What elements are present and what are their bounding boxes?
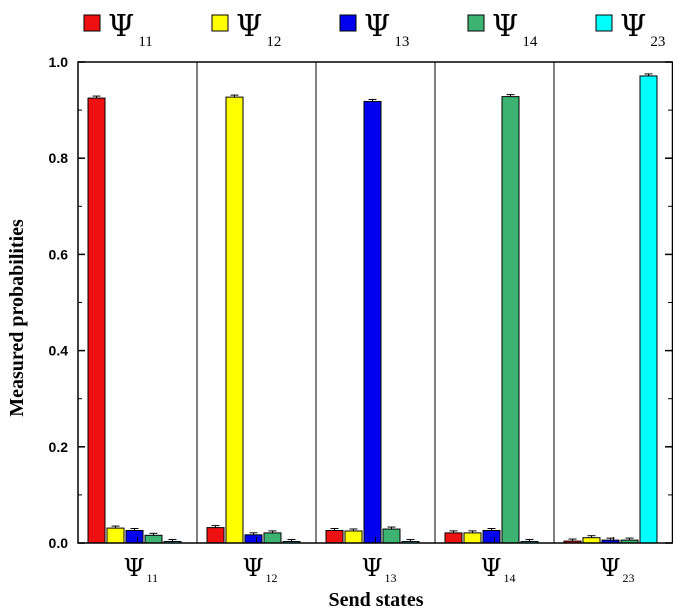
x-axis: Ψ 11 Ψ 12 Ψ 13 Ψ 14 Ψ 23 — [124, 537, 635, 585]
legend-swatch — [339, 14, 357, 32]
x-tick-label: Ψ 13 — [362, 554, 397, 585]
bar — [382, 528, 401, 544]
y-tick-label: 0.0 — [49, 535, 69, 551]
bar — [206, 527, 225, 544]
y-tick-label: 1.0 — [49, 54, 69, 70]
x-axis-title: Send states — [328, 589, 423, 611]
y-tick-label: 0.8 — [49, 150, 69, 166]
y-axis: 0.0 0.2 0.4 0.6 0.8 1.0 — [49, 54, 672, 551]
bar — [501, 96, 520, 544]
bar — [144, 534, 163, 544]
bar — [106, 527, 125, 544]
legend-swatch — [83, 14, 101, 32]
x-tick-label: Ψ 14 — [481, 554, 516, 585]
legend-swatch — [467, 14, 485, 32]
bar — [363, 100, 382, 544]
bar — [444, 532, 463, 544]
x-tick-label: Ψ 11 — [124, 554, 159, 585]
legend-label: Ψ 12 — [236, 9, 281, 50]
legend-label: Ψ 13 — [364, 9, 409, 50]
bar — [87, 97, 106, 544]
bars — [87, 73, 658, 544]
legend-label: Ψ 23 — [620, 9, 665, 50]
y-tick-label: 0.2 — [49, 439, 69, 455]
x-tick-label: Ψ 23 — [600, 554, 635, 585]
bar — [582, 537, 601, 544]
y-tick-label: 0.4 — [49, 343, 69, 359]
y-axis-title: Measured probabilities — [6, 219, 28, 417]
legend-label: Ψ 11 — [108, 9, 153, 50]
bar — [482, 529, 501, 544]
bar — [263, 532, 282, 544]
legend: Ψ 11 Ψ 12 Ψ 13 Ψ 14 Ψ 23 — [83, 9, 665, 50]
bar — [125, 529, 144, 544]
bar — [244, 534, 263, 544]
legend-label: Ψ 14 — [492, 9, 538, 50]
bar — [344, 530, 363, 544]
legend-swatch — [211, 14, 229, 32]
bar — [639, 75, 658, 544]
y-tick-label: 0.6 — [49, 246, 69, 262]
bar — [325, 529, 344, 544]
bar — [225, 96, 244, 544]
bar — [463, 532, 482, 544]
legend-swatch — [595, 14, 613, 32]
x-tick-label: Ψ 12 — [243, 554, 278, 585]
